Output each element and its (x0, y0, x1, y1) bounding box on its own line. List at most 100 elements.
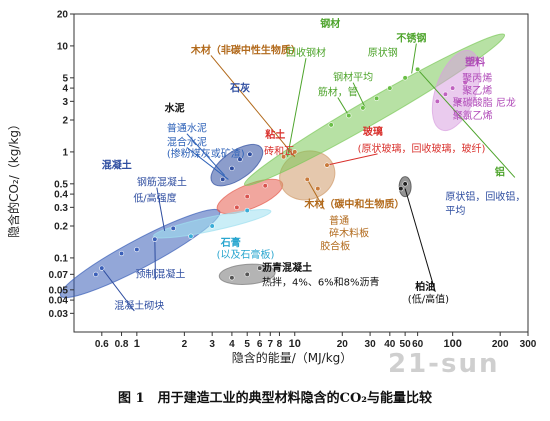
x-tick-label-11: 20 (337, 339, 349, 350)
data-point-5-4 (324, 162, 330, 168)
annotation-label-19: 不锈钢 (396, 32, 426, 45)
x-tick-label-14: 50 (400, 339, 412, 350)
leader-line-wood-nonneutral (210, 55, 296, 158)
region-7 (431, 49, 481, 132)
data-point-1-0 (220, 176, 226, 183)
annotation-label-27: 聚乙烯 (462, 84, 492, 97)
y-tick-label-2: 5 (62, 73, 68, 84)
x-tick-label-9: 8 (277, 339, 283, 350)
leader-line-aluminium (417, 69, 516, 178)
x-tick-label-16: 100 (443, 338, 461, 350)
x-tick-label-17: 200 (492, 339, 509, 350)
annotation-label-32: 平均 (445, 205, 465, 217)
data-point-7-0 (434, 98, 440, 104)
y-axis-label: 隐含的CO₂/（kg/kg） (6, 118, 21, 238)
y-tick-label-15: 0.03 (49, 309, 69, 320)
y-tick-label-13: 0.05 (49, 285, 69, 296)
data-point-1-3 (247, 151, 253, 157)
annotation-label-16: 木材（非碳中性生物质） (190, 43, 301, 56)
x-tick-label-1: 0.8 (115, 339, 129, 350)
leader-line-wood-neutral (306, 179, 325, 210)
annotation-label-25: 塑料 (465, 56, 485, 69)
data-point-5-2 (304, 176, 310, 183)
annotation-label-38: (低/高值) (408, 292, 449, 305)
x-tick-label-12: 30 (365, 339, 377, 350)
x-tick-label-18: 300 (520, 339, 537, 350)
data-point-3-0 (188, 233, 194, 239)
data-point-2-1 (244, 193, 250, 200)
data-point-3-2 (244, 207, 250, 214)
leader-line-steel-avg (352, 82, 366, 109)
leader-line-rebar (337, 97, 350, 116)
annotation-label-0: 水泥 (164, 102, 185, 115)
annotation-label-17: 钢材 (320, 17, 340, 30)
data-point-8-1 (402, 181, 408, 187)
data-point-7-3 (456, 98, 462, 104)
annotation-label-2: 混合水泥 (167, 135, 207, 148)
annotation-label-31: 原状铝，回收铝， (445, 190, 525, 203)
x-tick-label-3: 2 (182, 339, 188, 350)
data-point-6-2 (360, 105, 366, 111)
x-tick-label-2: 1 (134, 338, 140, 350)
data-point-0-1 (99, 265, 105, 271)
data-point-1-1 (229, 165, 235, 171)
x-tick-label-4: 3 (209, 339, 215, 350)
annotation-label-30: 铝 (495, 165, 505, 178)
annotation-label-28: 聚碳酸脂 尼龙 (453, 96, 516, 109)
leader-line-glass (326, 153, 378, 166)
y-tick-label-5: 2 (62, 116, 68, 127)
annotation-label-4: 石灰 (229, 82, 250, 95)
data-point-4-2 (257, 265, 263, 271)
annotation-label-10: 粘土 (265, 128, 285, 141)
data-point-2-0 (234, 204, 240, 210)
y-tick-label-0: 20 (57, 10, 69, 21)
data-point-0-2 (118, 250, 125, 257)
y-tick-label-14: 0.04 (49, 296, 69, 307)
x-tick-label-8: 7 (268, 339, 274, 350)
leader-line-rc (156, 187, 166, 231)
annotation-label-9: 混凝土砌块 (114, 299, 164, 312)
y-tick-label-7: 0.5 (54, 179, 68, 190)
annotation-label-13: (以及石膏板) (217, 248, 275, 261)
leader-line-recycled-steel (287, 58, 307, 157)
leader-line-blended-cement (186, 147, 229, 180)
leader-line-stainless (411, 43, 417, 74)
annotation-label-12: 石膏 (220, 236, 241, 249)
data-point-7-4 (462, 80, 468, 86)
annotation-label-37: 柏油 (415, 280, 435, 293)
data-point-5-3 (315, 186, 321, 192)
annotation-label-18: 回收钢材 (286, 46, 326, 59)
data-point-1-2 (237, 156, 243, 162)
annotation-label-20: 原状钢 (368, 46, 398, 59)
figure-caption: 图 1 用于建造工业的典型材料隐含的CO₂与能量比较 (118, 390, 432, 406)
leader-line-cement (186, 133, 226, 176)
data-point-6-4 (387, 85, 393, 91)
annotation-label-6: 钢筋混凝土 (137, 176, 187, 189)
leader-line-block (101, 267, 135, 312)
x-tick-label-15: 60 (412, 339, 424, 350)
x-axis-label: 隐含的能量/（MJ/kg） (232, 350, 353, 365)
data-point-7-1 (442, 91, 449, 97)
annotation-label-1: 普通水泥 (167, 122, 207, 135)
data-point-6-3 (374, 95, 380, 101)
annotation-label-7: 低/高强度 (133, 192, 176, 205)
data-point-4-1 (244, 271, 250, 277)
y-tick-label-8: 0.4 (54, 190, 68, 201)
leader-line-precast (154, 239, 156, 280)
x-tick-label-10: 10 (289, 338, 301, 350)
data-point-6-5 (402, 75, 408, 81)
data-point-6-0 (328, 122, 334, 128)
annotation-label-15: 热拌，4%、6%和8%沥青 (262, 275, 380, 288)
annotation-label-8: 预制混凝土 (135, 268, 185, 281)
watermark: 21-sun (388, 349, 499, 379)
y-tick-label-12: 0.07 (49, 270, 69, 281)
region-8 (398, 176, 412, 198)
data-point-7-2 (450, 85, 456, 91)
data-point-3-1 (209, 223, 215, 229)
annotation-label-23: 玻璃 (363, 125, 383, 138)
data-point-0-3 (134, 246, 140, 253)
data-point-0-5 (170, 225, 176, 231)
annotation-label-34: 普通 (329, 214, 349, 227)
